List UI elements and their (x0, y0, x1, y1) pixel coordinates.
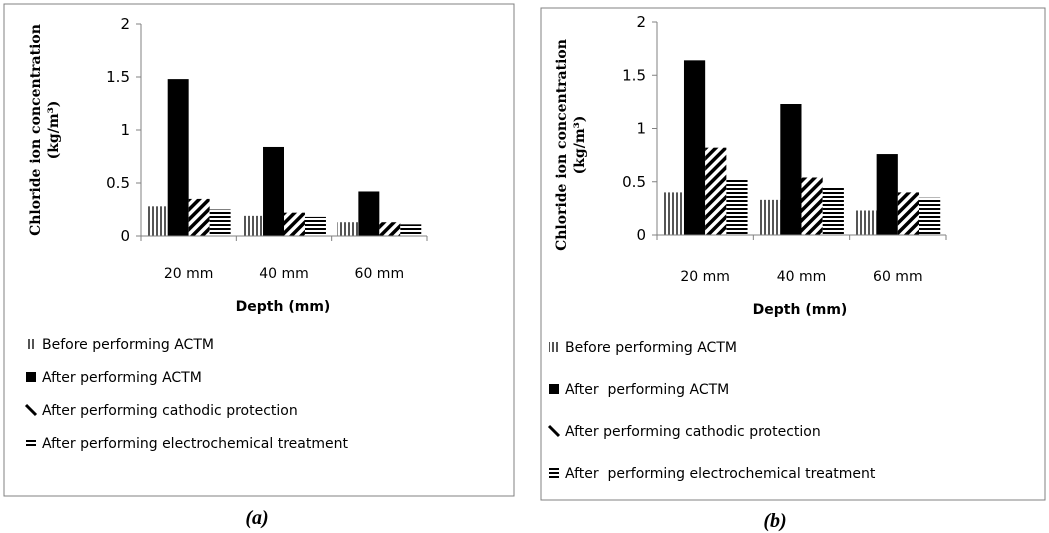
x-axis-label: Depth (mm) (236, 299, 331, 315)
y-axis: 0 0.5 1 1.5 2 (622, 13, 657, 244)
bar-horizontal-2 (822, 186, 844, 235)
x-tick-label: 20 mm (680, 269, 730, 285)
bar-solid-3 (358, 191, 380, 236)
chart-frame (3, 3, 515, 497)
x-tick-label: 20 mm (164, 266, 214, 282)
chart-panel-b: Chloride ion concentration (kg/m³) 0 0.5 1… (540, 7, 1046, 532)
panel-caption: (a) (245, 507, 268, 529)
bar-diagonal-2 (801, 177, 823, 235)
bar-vertical-2 (759, 199, 781, 235)
bar-solid-1 (167, 79, 189, 237)
y-axis-label-line1: Chloride ion concentration (554, 39, 570, 251)
legend-label: After performing cathodic protection (565, 424, 821, 440)
bar-diagonal-3 (379, 222, 401, 236)
legend-label: Before performing ACTM (42, 337, 214, 353)
x-tick-label: 40 mm (777, 269, 827, 285)
y-axis-label-line2: (kg/m³) (46, 101, 62, 160)
x-tick-label: 60 mm (873, 269, 923, 285)
legend: Before performing ACTM After performing A… (547, 340, 876, 482)
y-tick-label: 2 (120, 15, 130, 33)
y-tick-label: 1 (636, 120, 646, 138)
bar-horizontal-3 (400, 224, 422, 236)
chart-panel-a: Chloride ion concentration (kg/m³) 0 0.5 1… (3, 3, 515, 529)
legend-label: After performing ACTM (565, 382, 729, 398)
legend-label: After performing cathodic protection (42, 403, 298, 419)
bar-diagonal-1 (188, 198, 210, 236)
legend-label: After performing electrochemical treatme… (42, 436, 348, 452)
bar-diagonal-3 (897, 192, 920, 235)
x-axis-categories: 20 mm 40 mm 60 mm (140, 236, 428, 282)
panel-caption: (b) (763, 510, 786, 532)
y-axis-label-line1: Chloride ion concentration (28, 24, 44, 236)
x-axis-label: Depth (mm) (753, 302, 848, 318)
y-axis-label-line2: (kg/m³) (572, 116, 588, 175)
legend-swatch-solid (549, 384, 559, 394)
bars (662, 60, 941, 236)
bar-horizontal-3 (919, 197, 941, 235)
bar-solid-2 (780, 104, 802, 235)
legend-label: After performing electrochemical treatme… (565, 466, 876, 482)
legend-swatch-diagonal (547, 424, 561, 438)
legend-swatch-horizontal (549, 468, 559, 478)
bars (146, 79, 422, 237)
chart-frame (540, 7, 1046, 501)
legend-swatch-vertical (26, 339, 36, 349)
bar-horizontal-2 (304, 216, 326, 236)
y-tick-label: 0.5 (622, 173, 646, 191)
y-tick-label: 0 (636, 226, 646, 244)
legend-swatch-diagonal (24, 403, 38, 417)
bar-vertical-3 (337, 222, 359, 236)
legend-label: Before performing ACTM (565, 340, 737, 356)
x-tick-label: 60 mm (355, 266, 405, 282)
bar-vertical-3 (855, 210, 877, 235)
x-axis-categories: 20 mm 40 mm 60 mm (656, 235, 947, 285)
legend-swatch-vertical (549, 342, 559, 352)
y-tick-label: 2 (636, 13, 646, 31)
bar-horizontal-1 (726, 179, 748, 235)
y-axis: 0 0.5 1 1.5 2 (106, 15, 141, 245)
bar-solid-1 (683, 60, 706, 236)
bar-vertical-1 (662, 192, 684, 235)
bar-diagonal-1 (705, 147, 727, 235)
x-tick-label: 40 mm (259, 266, 309, 282)
y-tick-label: 0 (120, 227, 130, 245)
legend-label: After performing ACTM (42, 370, 202, 386)
legend-swatch-solid (26, 372, 36, 382)
bar-solid-2 (263, 146, 284, 236)
bar-solid-3 (876, 154, 898, 235)
y-tick-label: 0.5 (106, 174, 130, 192)
bar-horizontal-1 (209, 209, 231, 236)
legend-swatch-horizontal (26, 438, 36, 448)
y-tick-label: 1.5 (622, 66, 646, 84)
y-tick-label: 1 (120, 121, 130, 139)
legend: Before performing ACTM After performing A… (24, 337, 348, 452)
y-tick-label: 1.5 (106, 68, 130, 86)
bar-diagonal-2 (284, 212, 305, 236)
bar-vertical-2 (242, 215, 264, 236)
bar-vertical-1 (146, 206, 168, 236)
